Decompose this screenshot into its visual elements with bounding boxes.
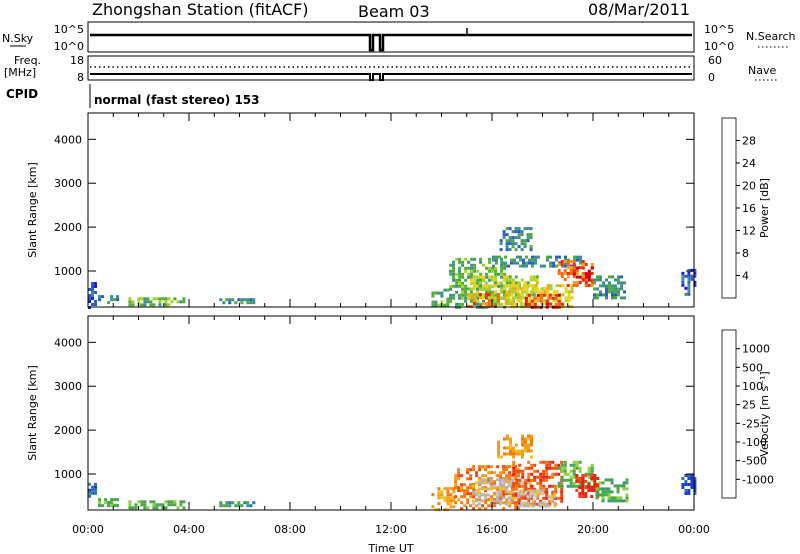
velocity-colorbar-frame [721, 329, 737, 499]
velocity-xtick-label: 20:00 [577, 523, 609, 536]
power-colorbar-tick-label: 20 [742, 180, 756, 193]
velocity-xtick-label: 00:00 [72, 523, 104, 536]
power-colorbar-label: Power [dB] [758, 178, 771, 238]
cpid-text: normal (fast stereo) 153 [94, 93, 260, 107]
power-scatter-patch [593, 275, 626, 300]
power-ytick-label: 2000 [54, 221, 82, 234]
power-scatter-patch [681, 268, 697, 296]
velocity-scatter-patch [497, 434, 533, 459]
velocity-scatter-patch [431, 487, 456, 512]
power-colorbar-tick-label: 16 [742, 202, 756, 215]
x-axis-title: Time UT [367, 542, 413, 554]
power-colorbar-tick-label: 28 [742, 135, 756, 148]
velocity-scatter-patch [88, 482, 97, 498]
freq-left-tick-high: 18 [70, 54, 84, 67]
velocity-colorbar-tick-label: -500 [742, 455, 767, 468]
velocity-colorbar-label: Velocity [m s⁻¹] [758, 371, 771, 456]
noise-right-tick-low: 10^0 [704, 40, 734, 53]
power-scatter-patch [572, 266, 594, 282]
velocity-ytick-label: 4000 [54, 336, 82, 349]
nsearch-label: N.Search [746, 30, 796, 43]
velocity-ytick-label: 3000 [54, 380, 82, 393]
velocity-colorbar-tick-label: -1000 [742, 473, 774, 486]
beam-label: Beam 03 [358, 2, 430, 21]
power-colorbar-tick-label: 24 [742, 157, 756, 170]
nave-label: Nave [748, 64, 776, 77]
power-scatter-patch [98, 295, 120, 305]
power-colorbar-tick-label: 8 [742, 247, 749, 260]
velocity-xtick-label: 08:00 [274, 523, 306, 536]
power-panel: 1000 2000 3000 4000 Slant Range [km] 4 8 12 16 20… [26, 112, 771, 309]
power-colorbar-tick-label: 12 [742, 225, 756, 238]
nsky-label: N.Sky [2, 32, 34, 45]
freq-panel [87, 55, 695, 81]
noise-left-tick-high: 10^5 [54, 23, 84, 36]
power-ytick-label: 4000 [54, 133, 82, 146]
date-label: 08/Mar/2011 [588, 0, 690, 19]
freq-unit: [MHz] [4, 66, 36, 79]
power-scatter-patch [431, 288, 450, 307]
power-scatter-patch [492, 255, 582, 268]
velocity-xtick-label: 00:00 [678, 523, 710, 536]
velocity-xtick-label: 04:00 [173, 523, 205, 536]
power-scatter-patch [499, 227, 533, 252]
power-ytick-label: 1000 [54, 265, 82, 278]
power-colorbar: 4 8 12 16 20 24 28 Power [dB] [721, 117, 771, 299]
velocity-xtick-label: 16:00 [476, 523, 508, 536]
velocity-scatter-patch [681, 474, 697, 495]
power-colorbar-frame [721, 117, 737, 299]
freq-right-tick-high: 60 [708, 54, 722, 67]
nsky-trace [90, 33, 692, 52]
velocity-scatter-patch [595, 478, 629, 503]
station-title: Zhongshan Station (fitACF) [92, 0, 309, 19]
velocity-colorbar-tick-label: 1000 [742, 343, 770, 356]
power-scatter-patch [128, 297, 186, 307]
velocity-colorbar-tick-label: 500 [742, 361, 763, 374]
noise-left-tick-low: 10^0 [54, 40, 84, 53]
velocity-ylabel: Slant Range [km] [26, 365, 39, 461]
cpid-label: CPID [6, 87, 38, 101]
freq-left-tick-low: 8 [77, 71, 84, 84]
velocity-colorbar-tick-label: -25 [742, 417, 760, 430]
power-scatter-patch [219, 298, 256, 305]
power-frame [87, 112, 695, 308]
velocity-colorbar: 1000 500 100 25 -25 -100 -500 -1000 Velocity [m … [721, 329, 774, 499]
velocity-scatter-patch [517, 489, 557, 508]
power-colorbar-tick-label: 4 [742, 270, 749, 283]
velocity-panel: 1000 2000 3000 4000 00:00 04:00 08:00 12:00 16:0… [26, 315, 774, 536]
freq-label: Freq. [14, 54, 41, 67]
freq-trace [90, 73, 692, 81]
velocity-xtick-label: 12:00 [375, 523, 407, 536]
velocity-colorbar-tick-label: 100 [742, 380, 763, 393]
power-ylabel: Slant Range [km] [26, 162, 39, 258]
velocity-scatter-patch [128, 500, 186, 510]
power-scatter-patch [88, 282, 97, 309]
velocity-scatter-patch [98, 498, 120, 508]
power-ytick-label: 3000 [54, 177, 82, 190]
freq-right-tick-low: 0 [708, 71, 715, 84]
velocity-ytick-label: 1000 [54, 468, 82, 481]
velocity-colorbar-tick-label: 25 [742, 399, 756, 412]
noise-panel [87, 21, 695, 53]
noise-right-tick-high: 10^5 [704, 23, 734, 36]
velocity-frame [87, 315, 695, 511]
velocity-ytick-label: 2000 [54, 424, 82, 437]
velocity-colorbar-tick-label: -100 [742, 436, 767, 449]
velocity-scatter-patch [219, 501, 256, 508]
